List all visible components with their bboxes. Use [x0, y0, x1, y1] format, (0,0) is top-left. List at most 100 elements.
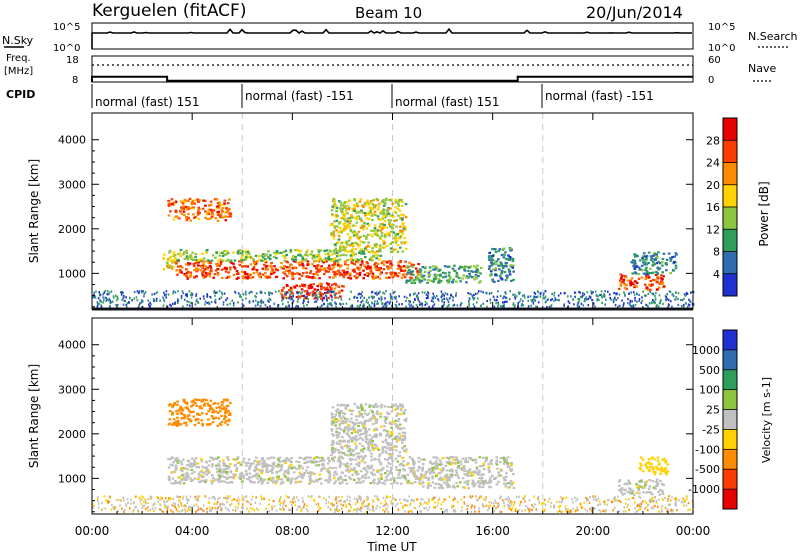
data-cell	[357, 230, 361, 233]
ground-scatter-cell	[108, 291, 111, 294]
ground-scatter-cell	[162, 296, 164, 299]
ground-scatter-cell	[337, 496, 340, 499]
ground-scatter-cell	[378, 297, 380, 300]
data-cell	[409, 470, 413, 473]
data-cell	[357, 452, 361, 455]
data-cell	[205, 461, 208, 464]
data-cell	[395, 414, 398, 417]
data-cell	[488, 258, 492, 262]
data-cell	[389, 262, 393, 265]
ground-scatter-cell	[292, 501, 294, 504]
ground-scatter-cell	[665, 295, 667, 299]
data-cell	[377, 454, 381, 458]
data-cell	[338, 221, 342, 224]
data-cell	[180, 417, 183, 420]
data-cell	[440, 463, 444, 466]
data-cell	[333, 273, 337, 276]
data-cell	[477, 275, 480, 278]
ground-scatter-cell	[683, 297, 685, 300]
ground-scatter-cell	[289, 294, 291, 297]
data-cell	[178, 271, 182, 274]
data-cell	[214, 256, 217, 259]
data-cell	[346, 220, 350, 223]
data-cell	[309, 283, 312, 286]
data-cell	[386, 210, 390, 213]
data-cell	[215, 457, 218, 460]
ground-scatter-cell	[376, 505, 379, 508]
ground-scatter-cell	[427, 291, 429, 294]
data-cell	[422, 485, 425, 488]
data-cell	[327, 264, 331, 267]
data-cell	[435, 267, 439, 270]
data-cell	[403, 434, 406, 437]
data-cell	[504, 457, 507, 460]
ground-scatter-cell	[672, 294, 675, 298]
data-cell	[348, 457, 352, 460]
data-cell	[469, 471, 472, 474]
data-cell	[246, 272, 249, 276]
ground-scatter-cell	[601, 301, 603, 304]
data-cell	[396, 243, 400, 247]
data-cell	[198, 211, 201, 214]
data-cell	[405, 273, 408, 276]
data-cell	[390, 423, 394, 426]
nsky-line	[91, 27, 692, 49]
data-cell	[389, 453, 393, 456]
data-cell	[302, 457, 305, 461]
data-cell	[338, 459, 341, 462]
ground-scatter-cell	[163, 300, 166, 303]
data-cell	[331, 446, 334, 450]
ground-scatter-cell	[105, 299, 108, 302]
data-cell	[371, 272, 375, 275]
data-cell	[629, 492, 632, 495]
ground-scatter-cell	[389, 300, 392, 303]
data-cell	[173, 471, 176, 474]
data-cell	[647, 462, 651, 465]
ground-scatter-cell	[543, 297, 546, 300]
ground-scatter-cell	[377, 302, 379, 305]
ground-scatter-cell	[196, 509, 198, 513]
data-cell	[364, 430, 367, 433]
data-cell	[407, 479, 410, 482]
data-cell	[413, 281, 417, 285]
data-cell	[618, 479, 622, 482]
data-cell	[443, 475, 447, 478]
ground-scatter-cell	[591, 510, 593, 513]
data-cell	[332, 270, 335, 273]
ground-scatter-cell	[122, 303, 125, 306]
data-cell	[393, 437, 397, 440]
data-cell	[637, 488, 640, 491]
data-cell	[188, 463, 191, 466]
data-cell	[476, 264, 479, 267]
ground-scatter-cell	[100, 305, 103, 308]
data-cell	[505, 472, 508, 475]
data-cell	[398, 423, 402, 426]
ground-scatter-cell	[159, 299, 161, 302]
data-cell	[333, 287, 337, 290]
ground-scatter-cell	[534, 296, 537, 299]
data-cell	[369, 439, 373, 442]
data-cell	[216, 213, 220, 216]
data-cell	[448, 479, 451, 482]
data-cell	[373, 404, 377, 407]
data-cell	[371, 404, 374, 407]
ground-scatter-cell	[153, 299, 156, 302]
data-cell	[386, 265, 390, 268]
data-cell	[365, 213, 369, 216]
data-cell	[393, 248, 396, 251]
data-cell	[402, 214, 406, 217]
data-cell	[497, 264, 500, 267]
data-cell	[432, 265, 435, 268]
data-cell	[227, 208, 230, 211]
data-cell	[244, 469, 248, 473]
ground-scatter-cell	[259, 301, 262, 304]
data-cell	[355, 431, 358, 434]
data-cell	[255, 460, 259, 463]
data-cell	[193, 462, 197, 465]
ground-scatter-cell	[182, 305, 184, 308]
data-cell	[412, 473, 415, 476]
data-cell	[326, 288, 329, 291]
data-cell	[448, 460, 451, 463]
data-cell	[510, 468, 514, 471]
ground-scatter-cell	[345, 504, 347, 507]
